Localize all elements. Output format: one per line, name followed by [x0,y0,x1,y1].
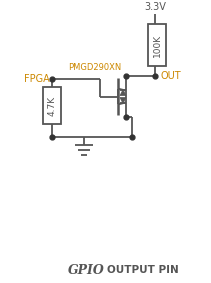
Text: FPGA: FPGA [24,74,50,84]
Text: GPIO: GPIO [68,263,105,276]
Polygon shape [120,98,126,104]
Polygon shape [120,90,126,96]
Bar [43,87,61,124]
Text: OUT: OUT [161,71,182,81]
Text: 3.3V: 3.3V [144,2,166,12]
Text: 100K: 100K [153,33,161,57]
Text: 4.7K: 4.7K [47,95,57,115]
Text: PMGD290XN: PMGD290XN [68,63,121,72]
Text: OUTPUT PIN: OUTPUT PIN [107,265,179,275]
Bar [148,24,166,66]
